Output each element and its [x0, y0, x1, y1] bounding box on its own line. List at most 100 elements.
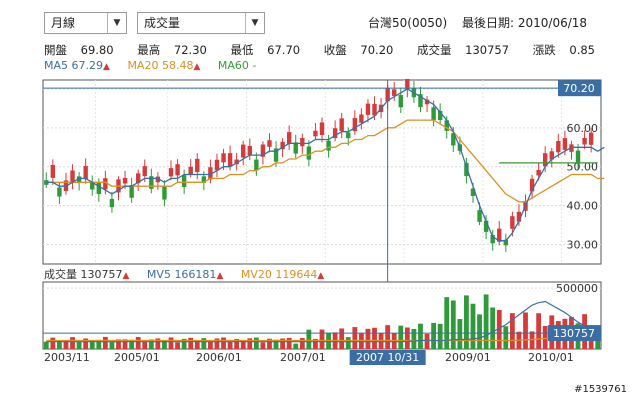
volume-bar [142, 341, 148, 349]
volume-bar [411, 328, 417, 349]
candle-body [424, 99, 430, 105]
mv20-line [46, 333, 598, 342]
candle-body [346, 132, 351, 139]
volume-bar [313, 338, 318, 349]
indicator-select[interactable]: 成交量 ▼ [137, 12, 265, 34]
high-value: 72.30 [173, 43, 207, 57]
candle-body [293, 142, 298, 154]
volume-label: 成交量 [417, 43, 452, 57]
crosshair-date-tag [349, 350, 426, 365]
candle-body [483, 220, 489, 232]
volume-bar [352, 327, 358, 349]
volume-panel[interactable]: 500000 130757 2003/11 2005/01 2006/01 2007/01… [42, 281, 602, 365]
candle-body [162, 186, 167, 200]
ma20-value: 58.48 [161, 59, 194, 72]
chevron-down-icon[interactable]: ▼ [245, 13, 264, 33]
volume-bar [457, 319, 463, 349]
chevron-down-icon[interactable]: ▼ [107, 13, 126, 33]
mv5-line [46, 300, 598, 343]
mv20-label: MV20 [240, 268, 272, 281]
last-date: 最後日期: 2010/06/18 [462, 14, 587, 31]
x-tick-label: 2010/01 [528, 351, 574, 364]
ma5-line [46, 88, 605, 242]
volume-bar [148, 339, 154, 349]
candle-body [175, 164, 180, 176]
volume-bar [50, 337, 56, 349]
volume-bar [57, 340, 62, 349]
last-date-value: 2010/06/18 [517, 16, 588, 30]
vol-legend: 成交量 130757▲ [44, 268, 129, 281]
volume-bar [234, 338, 240, 349]
candle-body [195, 158, 200, 173]
ma5-label: MA5 [44, 59, 69, 72]
crosshair-date-label: 2007 10/31 [356, 351, 419, 364]
up-arrow-icon: ▲ [317, 271, 325, 281]
price-tick-label: 30.00 [567, 239, 599, 252]
candle-body [529, 178, 535, 192]
volume-bar [155, 338, 161, 349]
candle-body [306, 146, 312, 160]
candle-body [444, 120, 449, 131]
candle-body [392, 89, 397, 96]
candle-body [326, 140, 331, 151]
x-tick-label: 2006/01 [196, 351, 242, 364]
volume-legend: 成交量 130757▲ MV5 166181▲ MV20 119644▲ [44, 266, 338, 282]
mv20-legend: MV20 119644▲ [241, 268, 324, 281]
ma60-label: MA60 [217, 59, 249, 72]
candle-body [536, 169, 541, 176]
ma5-legend: MA5 67.29▲ [44, 59, 110, 72]
volume-bar [404, 327, 410, 349]
x-tick-label: 2003/11 [44, 351, 90, 364]
volume-bar [175, 342, 180, 349]
volume-bar [431, 322, 436, 349]
price-plot-frame [42, 79, 602, 265]
ma20-label: MA20 [127, 59, 159, 72]
volume-bar [398, 325, 404, 349]
candle-body [562, 138, 568, 150]
low-label: 最低 [230, 43, 254, 57]
candle-body [109, 198, 115, 208]
volume-info: 成交量 130757 [417, 43, 519, 57]
period-select[interactable]: 月線 ▼ [44, 12, 127, 34]
candle-body [398, 95, 403, 108]
volume-bar [89, 340, 95, 349]
volume-bar [96, 339, 102, 349]
volume-bar [306, 329, 312, 349]
volume-value-tag [548, 325, 601, 342]
volume-bar [339, 328, 345, 349]
volume-bar [194, 340, 200, 349]
change-value: 0.85 [569, 43, 595, 57]
candle-body [359, 114, 364, 123]
volume-bar [83, 338, 89, 349]
x-tick-label: 2007/01 [280, 351, 326, 364]
candle-body [44, 180, 49, 185]
volume-value: 130757 [465, 43, 510, 57]
candle-body [372, 103, 377, 116]
candle-body [575, 150, 581, 164]
candle-body [437, 110, 443, 121]
candle-body [516, 211, 522, 222]
volume-bar [240, 340, 246, 349]
volume-bar [483, 294, 489, 349]
candle-body [273, 148, 279, 162]
close-info: 收盤 70.20 [324, 43, 404, 57]
candle-body [319, 122, 325, 136]
volume-bar [109, 341, 115, 349]
ma60-legend: MA60 - [218, 59, 257, 72]
volume-bar [496, 309, 502, 349]
up-arrow-icon: ▲ [103, 62, 110, 72]
volume-bar [162, 339, 167, 349]
candle-body [477, 210, 482, 222]
candle-body [188, 166, 193, 175]
candle-body [168, 168, 174, 177]
crosshair-value-tag [558, 80, 601, 97]
volume-bar [208, 341, 213, 349]
candle-body [129, 185, 134, 198]
volume-bar [418, 323, 423, 349]
volume-bar [227, 341, 233, 349]
candle-body [470, 188, 476, 196]
price-tick-label: 50.00 [567, 161, 599, 174]
volume-bar [542, 325, 548, 349]
